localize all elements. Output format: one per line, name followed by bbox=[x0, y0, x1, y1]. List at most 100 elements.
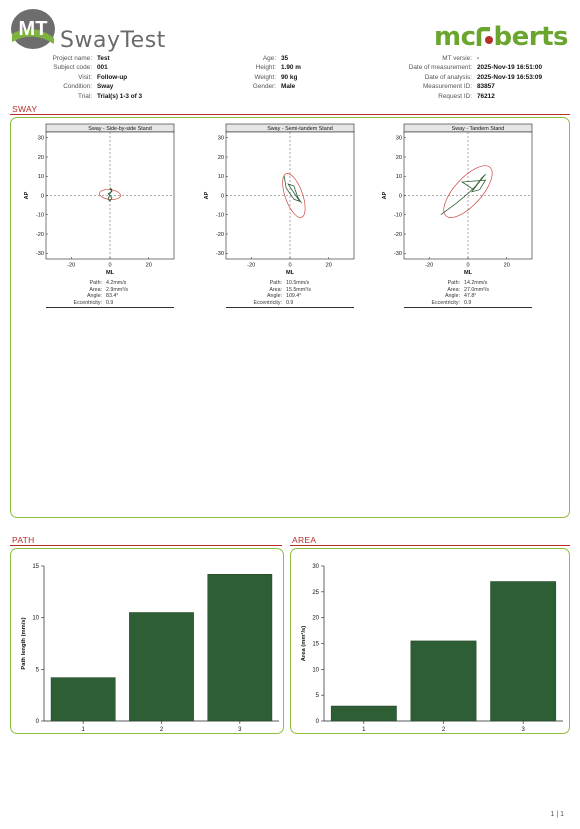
brand-r-icon bbox=[476, 24, 494, 46]
y-tick-label: 30 bbox=[396, 136, 402, 142]
info-value: Male bbox=[281, 83, 296, 91]
info-value: 001 bbox=[97, 64, 108, 72]
y-axis-label: Area (mm²/s) bbox=[300, 626, 307, 662]
info-label: MT versie: bbox=[442, 55, 472, 62]
sway-trace bbox=[283, 176, 302, 204]
info-label: Project name: bbox=[52, 55, 92, 62]
info-label: Date of analysis: bbox=[424, 73, 472, 81]
info-row: Height: 1.90 m bbox=[216, 63, 301, 72]
sway-trace bbox=[107, 187, 113, 202]
stat-row: Eccentricity: 0.9 bbox=[378, 300, 538, 307]
sway-plot-2: Sway - Semi-tandem Stand 30 20 10 0 -10 -20 -30… bbox=[200, 123, 360, 313]
stat-row: Path: 10.5mm/s bbox=[200, 280, 360, 287]
info-label: Gender: bbox=[252, 83, 276, 91]
y-axis-label: AP bbox=[204, 191, 210, 199]
info-label: Weight: bbox=[254, 73, 276, 81]
sway-stats-2: Path: 10.5mm/s Area: 15.5mm²/s Angle: 109.4° E… bbox=[200, 280, 360, 309]
info-label: Visit: bbox=[78, 73, 92, 81]
path-section-rule bbox=[10, 545, 282, 546]
info-value: Follow-up bbox=[97, 73, 128, 81]
info-label: Subject code: bbox=[53, 64, 92, 72]
info-block: Project name: Test Subject code: 001 Visit: F… bbox=[0, 54, 580, 104]
bar-2 bbox=[410, 640, 477, 722]
info-row: Request ID: 76212 bbox=[388, 92, 542, 101]
info-label: Height: bbox=[255, 64, 276, 72]
x-axis-label: ML bbox=[464, 270, 473, 276]
y-tick-label: 15 bbox=[312, 642, 319, 648]
y-tick-label: -20 bbox=[216, 232, 224, 238]
y-axis-label: Path length (mm/s) bbox=[21, 617, 27, 669]
info-row: Date of analysis: 2025-Nov-19 16:53:09 bbox=[388, 73, 542, 82]
y-tick-label: 0 bbox=[316, 719, 320, 725]
y-tick-label: -10 bbox=[216, 213, 224, 219]
stat-label: Angle: bbox=[444, 293, 460, 300]
x-tick-label: 20 bbox=[504, 263, 510, 269]
stat-row: Eccentricity: 0.9 bbox=[20, 300, 180, 307]
page-number: 1 | 1 bbox=[550, 811, 565, 818]
y-tick-label: -10 bbox=[394, 213, 402, 219]
stat-label: Angle: bbox=[266, 293, 282, 300]
info-label: Condition: bbox=[63, 83, 92, 91]
y-tick-label: -20 bbox=[36, 232, 44, 238]
sway-ellipse bbox=[282, 173, 306, 218]
area-section-title: AREA bbox=[292, 535, 317, 545]
stat-row: Area: 15.5mm²/s bbox=[200, 287, 360, 294]
sway-plot-2-svg: Sway - Semi-tandem Stand 30 20 10 0 -10 -20 -30… bbox=[204, 123, 355, 276]
area-bar-chart: 0 5 10 15 20 25 30 1 2 3 Area (mm²/s) bbox=[300, 564, 563, 733]
info-col-2: Age: 35 Height: 1.90 m Weight: 90 kg Gender: Ma… bbox=[216, 54, 301, 92]
info-value: 35 bbox=[281, 55, 289, 62]
info-row: Measurement ID: 83857 bbox=[388, 82, 542, 91]
path-panel: 0 5 10 15 1 2 3 Path length (mm/s) bbox=[10, 548, 284, 734]
stat-value: 15.5mm²/s bbox=[286, 286, 312, 293]
stat-row: Area: 27.0mm²/s bbox=[378, 287, 538, 294]
info-label: Trial: bbox=[78, 92, 92, 100]
area-section-rule bbox=[290, 545, 570, 546]
info-value: 90 kg bbox=[281, 73, 298, 81]
sway-plot-3-svg: Sway - Tandem Stand 30 20 10 0 -10 -20 -30 -20 0 2… bbox=[382, 123, 533, 276]
y-tick-label: 0 bbox=[41, 193, 44, 199]
y-tick-label: 30 bbox=[218, 136, 224, 142]
sway-plot-3: Sway - Tandem Stand 30 20 10 0 -10 -20 -30 -20 0 2… bbox=[378, 123, 538, 313]
stat-value: 0.9 bbox=[464, 299, 472, 306]
info-row: Visit: Follow-up bbox=[20, 73, 142, 82]
sway-section-title: SWAY bbox=[12, 104, 38, 114]
bar-3 bbox=[207, 574, 273, 722]
stat-row: Path: 14.2mm/s bbox=[378, 280, 538, 287]
y-tick-label: 30 bbox=[312, 564, 319, 570]
x-tick-label: 3 bbox=[238, 727, 242, 733]
mt-logo: MT bbox=[10, 8, 56, 50]
y-tick-label: 20 bbox=[312, 616, 319, 622]
x-tick-label: 1 bbox=[81, 727, 85, 733]
bar-3 bbox=[490, 581, 557, 722]
stat-row: Angle: 109.4° bbox=[200, 293, 360, 300]
y-tick-label: 30 bbox=[38, 136, 44, 142]
bar-2 bbox=[129, 612, 194, 722]
info-col-3: MT versie: - Date of measurement: 2025-Nov-… bbox=[388, 54, 542, 101]
info-value: 1.90 m bbox=[281, 64, 301, 72]
stat-row: Area: 2.9mm²/s bbox=[20, 287, 180, 294]
x-tick-label: 0 bbox=[288, 263, 291, 269]
y-tick-label: -20 bbox=[394, 232, 402, 238]
y-tick-label: -30 bbox=[36, 251, 44, 257]
info-value: Test bbox=[97, 55, 110, 62]
x-tick-label: 20 bbox=[146, 263, 152, 269]
stat-label: Eccentricity: bbox=[73, 299, 102, 306]
info-value: Trial(s) 1-3 of 3 bbox=[97, 92, 143, 100]
stat-label: Angle: bbox=[86, 293, 102, 300]
stat-value: 27.0mm²/s bbox=[464, 286, 490, 293]
brand-text-right: berts bbox=[493, 22, 569, 52]
y-tick-label: -30 bbox=[394, 251, 402, 257]
y-tick-label: 0 bbox=[399, 193, 402, 199]
plot-title: Sway - Side-by-side Stand bbox=[88, 126, 152, 132]
x-tick-label: 1 bbox=[362, 727, 366, 733]
y-tick-label: 25 bbox=[312, 590, 319, 596]
stat-row: Eccentricity: 0.9 bbox=[200, 300, 360, 307]
y-tick-label: 10 bbox=[38, 174, 44, 180]
info-value: Sway bbox=[97, 83, 114, 91]
stat-value: 10.5mm/s bbox=[286, 280, 310, 286]
logo-mark-text: MT bbox=[19, 18, 48, 40]
stat-label: Area: bbox=[269, 286, 282, 293]
path-section-title: PATH bbox=[12, 535, 35, 545]
y-tick-label: 20 bbox=[218, 155, 224, 161]
x-tick-label: 2 bbox=[442, 727, 446, 733]
